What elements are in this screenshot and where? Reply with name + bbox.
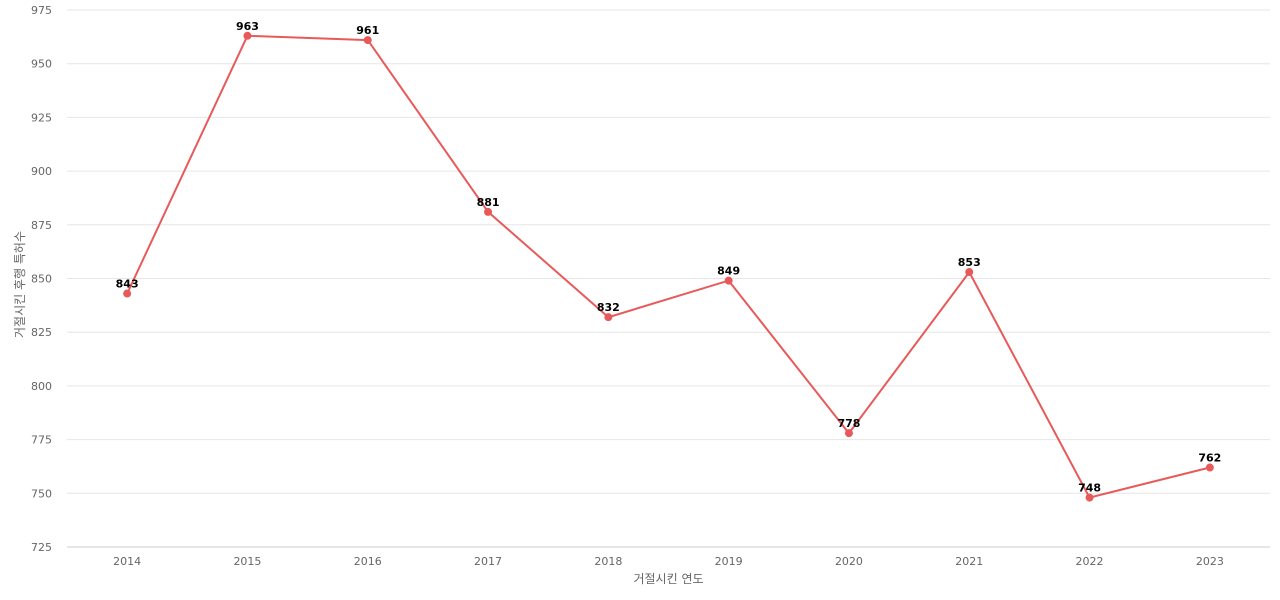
x-tick-label: 2017 bbox=[474, 555, 502, 568]
y-tick-label: 900 bbox=[31, 165, 52, 178]
data-point bbox=[484, 207, 493, 216]
data-point bbox=[243, 31, 252, 40]
x-tick-label: 2015 bbox=[233, 555, 261, 568]
data-points bbox=[123, 31, 1214, 502]
data-point bbox=[363, 36, 372, 45]
data-label: 748 bbox=[1078, 482, 1101, 495]
x-tick-label: 2021 bbox=[955, 555, 983, 568]
data-point bbox=[965, 268, 974, 277]
x-axis-title: 거절시킨 연도 bbox=[633, 572, 703, 586]
series-line bbox=[126, 34, 1211, 499]
y-tick-label: 875 bbox=[31, 219, 52, 232]
y-tick-label: 850 bbox=[31, 273, 52, 286]
data-label: 961 bbox=[356, 24, 379, 37]
data-label: 853 bbox=[958, 256, 981, 269]
data-label: 849 bbox=[717, 265, 740, 278]
x-tick-label: 2016 bbox=[354, 555, 382, 568]
x-tick-label: 2022 bbox=[1076, 555, 1104, 568]
data-point bbox=[604, 313, 613, 322]
y-tick-label: 750 bbox=[31, 487, 52, 500]
data-point bbox=[1085, 493, 1094, 502]
x-tick-label: 2014 bbox=[113, 555, 141, 568]
x-tick-label: 2018 bbox=[594, 555, 622, 568]
data-point bbox=[123, 289, 132, 298]
y-axis-title: 거절시킨 후행 특허수 bbox=[12, 231, 27, 338]
y-tick-label: 925 bbox=[31, 111, 52, 124]
data-label: 832 bbox=[597, 301, 620, 314]
x-tick-label: 2023 bbox=[1196, 555, 1224, 568]
data-label: 843 bbox=[116, 278, 139, 291]
data-point bbox=[844, 429, 853, 438]
data-label: 762 bbox=[1198, 452, 1221, 465]
data-labels: 843 963 961 881 832 849 778 853 748 762 bbox=[116, 20, 1222, 495]
y-tick-label: 725 bbox=[31, 541, 52, 554]
x-axis-ticks: 2014 2015 2016 2017 2018 2019 2020 2021 2022 2023 bbox=[113, 555, 1224, 568]
data-label: 881 bbox=[477, 196, 500, 209]
data-point bbox=[724, 276, 733, 285]
y-tick-label: 825 bbox=[31, 326, 52, 339]
data-label: 963 bbox=[236, 20, 259, 33]
data-label: 778 bbox=[837, 417, 860, 430]
data-point bbox=[1205, 463, 1214, 472]
y-axis-ticks: 725 750 775 800 825 850 875 900 925 950 975 bbox=[31, 4, 52, 554]
x-tick-label: 2020 bbox=[835, 555, 863, 568]
y-tick-label: 775 bbox=[31, 434, 52, 447]
gridlines bbox=[67, 9, 1270, 494]
y-tick-label: 950 bbox=[31, 58, 52, 71]
x-tick-label: 2019 bbox=[715, 555, 743, 568]
y-tick-label: 800 bbox=[31, 380, 52, 393]
y-tick-label: 975 bbox=[31, 4, 52, 17]
